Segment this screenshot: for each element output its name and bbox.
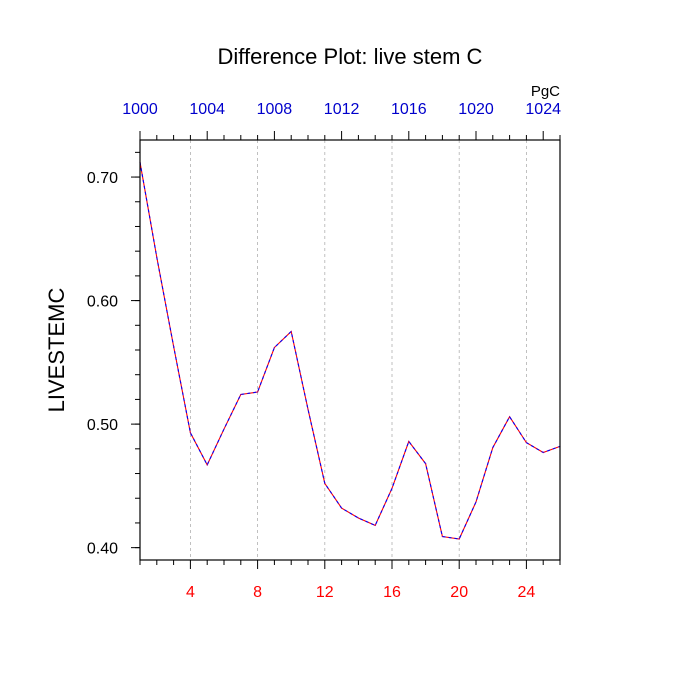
x-top-tick-label: 1020 — [458, 101, 494, 118]
x-top-tick-label: 1000 — [122, 101, 158, 118]
data-point — [206, 464, 208, 466]
data-point — [492, 446, 494, 449]
x-top-tick-label: 1024 — [525, 101, 561, 118]
y-tick-label: 0.40 — [87, 541, 118, 558]
x-top-tick-label: 1004 — [189, 101, 225, 118]
x-bottom-tick-label: 20 — [450, 584, 468, 601]
y-tick-label: 0.70 — [87, 170, 118, 187]
data-point — [425, 463, 427, 465]
data-point — [223, 428, 225, 430]
axes: 4 8 12 16 20 24 1000 1004 1008 1012 1016 1020 1024 0.… — [87, 101, 561, 601]
x-top-tick-label: 1016 — [391, 101, 427, 118]
x-bottom-tick-label: 16 — [383, 584, 401, 601]
y-tick-label: 0.60 — [87, 294, 118, 311]
data-point — [357, 517, 359, 519]
top-axis-units: PgC — [531, 83, 560, 100]
grid-lines — [189, 140, 527, 560]
data-point — [273, 346, 275, 349]
y-axis-label: LIVESTEMC — [44, 288, 69, 413]
data-point — [525, 442, 528, 444]
plot-frame — [139, 139, 561, 561]
data-point — [173, 345, 175, 347]
data-point — [189, 432, 191, 434]
data-point — [542, 451, 544, 454]
series-line-red — [139, 162, 561, 540]
data-point — [408, 440, 410, 443]
data-point — [458, 538, 460, 540]
data-point — [307, 408, 309, 410]
data-point — [374, 524, 376, 527]
data-point — [290, 330, 292, 333]
data-point — [391, 487, 393, 489]
data-point — [341, 507, 343, 509]
data-point — [257, 391, 259, 393]
x-top-tick-label: 1012 — [324, 101, 360, 118]
series-line-blue-dashed — [139, 162, 561, 540]
data-point — [475, 501, 477, 503]
series-layer — [139, 161, 561, 540]
chart-title: Difference Plot: live stem C — [218, 44, 483, 69]
x-bottom-tick-label: 24 — [518, 584, 536, 601]
x-bottom-tick-label: 12 — [316, 584, 334, 601]
x-top-tick-label: 1008 — [257, 101, 293, 118]
data-point — [156, 256, 158, 258]
data-point — [324, 482, 326, 485]
x-bottom-tick-label: 4 — [186, 584, 195, 601]
data-point — [240, 393, 242, 396]
y-tick-label: 0.50 — [87, 417, 118, 434]
x-bottom-tick-label: 8 — [253, 584, 262, 601]
data-point — [509, 416, 511, 418]
data-point — [441, 535, 443, 538]
